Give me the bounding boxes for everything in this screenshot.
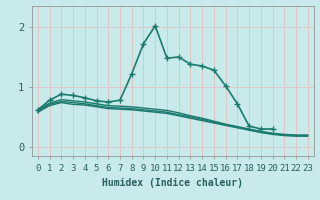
X-axis label: Humidex (Indice chaleur): Humidex (Indice chaleur): [102, 178, 243, 188]
